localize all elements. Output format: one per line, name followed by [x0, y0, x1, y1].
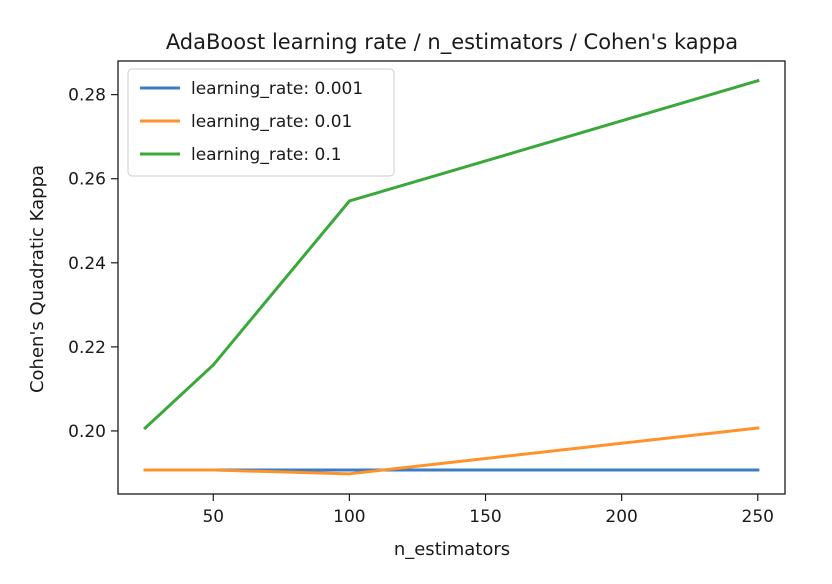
x-axis-title: n_estimators	[394, 539, 510, 560]
series-3-point-4	[756, 79, 760, 83]
series-1-point-3	[347, 468, 351, 472]
legend-label-2: learning_rate: 0.01	[191, 112, 352, 132]
axes-layer: 50 100 150 200 250 0.20 0.22 0.24 0.26 0.28	[68, 60, 786, 527]
y-tick-label-3: 0.24	[68, 254, 106, 274]
legend-box	[127, 68, 395, 177]
y-tick-label-4: 0.26	[68, 170, 106, 190]
legend-item-1: learning_rate: 0.001	[140, 79, 363, 99]
series-line-3	[143, 78, 760, 431]
series-line-2	[143, 426, 760, 476]
y-tick-label-1: 0.20	[68, 422, 106, 442]
x-tick-label-2: 100	[333, 507, 365, 527]
legend-label-1: learning_rate: 0.001	[191, 79, 363, 99]
x-tick-label-5: 250	[742, 507, 774, 527]
series-3-point-2	[211, 363, 215, 367]
series-3-point-3	[347, 199, 351, 203]
series-3-point-1	[143, 426, 147, 430]
x-tick-label-3: 150	[469, 507, 501, 527]
y-tick-label-2: 0.22	[68, 338, 106, 358]
legend-item-2: learning_rate: 0.01	[140, 112, 352, 132]
axes-frame	[117, 60, 786, 495]
series-2-point-4	[756, 426, 760, 430]
legend: learning_rate: 0.001 learning_rate: 0.01 l…	[127, 68, 395, 177]
series-3	[143, 78, 760, 431]
series-2-point-3	[347, 472, 351, 476]
series-2-point-1	[143, 468, 147, 472]
legend-label-3: learning_rate: 0.1	[191, 145, 342, 165]
series-1-point-4	[756, 468, 760, 472]
y-tick-label-5: 0.28	[68, 86, 106, 106]
series-layer	[143, 78, 760, 476]
series-2-point-2	[211, 468, 215, 472]
chart-title: AdaBoost learning rate / n_estimators / …	[166, 30, 738, 55]
series-2	[143, 426, 760, 476]
y-axis-title: Cohen's Quadratic Kappa	[27, 165, 48, 393]
legend-item-3: learning_rate: 0.1	[140, 145, 342, 165]
x-tick-label-4: 200	[605, 507, 637, 527]
x-tick-label-1: 50	[202, 507, 224, 527]
